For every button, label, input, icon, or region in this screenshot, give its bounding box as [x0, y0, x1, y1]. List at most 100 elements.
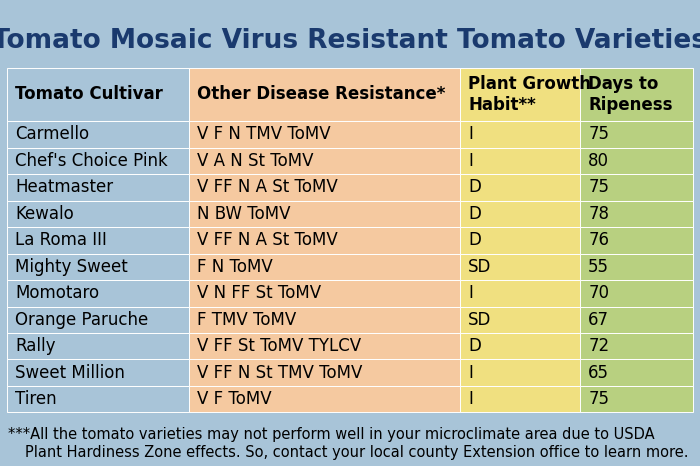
Bar	[460, 307, 580, 333]
Bar	[580, 307, 693, 333]
Bar	[580, 200, 693, 227]
Text: D: D	[468, 231, 481, 249]
Text: I: I	[468, 363, 473, 382]
Text: Carmello: Carmello	[15, 125, 90, 144]
Text: 70: 70	[588, 284, 609, 302]
Bar	[7, 280, 189, 307]
Text: Chef's Choice Pink: Chef's Choice Pink	[15, 152, 168, 170]
Text: Tiren: Tiren	[15, 390, 57, 408]
Bar	[460, 68, 580, 121]
Bar	[460, 359, 580, 386]
Bar	[7, 200, 189, 227]
Bar	[580, 333, 693, 359]
Bar	[580, 254, 693, 280]
Bar	[0, 419, 700, 466]
Text: I: I	[468, 152, 473, 170]
Bar	[189, 333, 460, 359]
Bar	[189, 280, 460, 307]
Bar	[189, 200, 460, 227]
Text: V A N St ToMV: V A N St ToMV	[197, 152, 314, 170]
Text: V F ToMV: V F ToMV	[197, 390, 272, 408]
Bar	[0, 14, 700, 68]
Bar	[7, 174, 189, 200]
Text: 76: 76	[588, 231, 609, 249]
Text: Days to
Ripeness: Days to Ripeness	[588, 75, 673, 114]
Text: SD: SD	[468, 311, 491, 329]
Text: Tomato Cultivar: Tomato Cultivar	[15, 85, 163, 103]
Bar	[460, 174, 580, 200]
Bar	[189, 121, 460, 148]
Text: 75: 75	[588, 178, 609, 196]
Bar	[580, 359, 693, 386]
Bar	[460, 386, 580, 412]
Bar	[460, 121, 580, 148]
Text: D: D	[468, 337, 481, 355]
Bar	[7, 68, 189, 121]
Bar	[580, 148, 693, 174]
Text: V N FF St ToMV: V N FF St ToMV	[197, 284, 321, 302]
Text: V FF N St TMV ToMV: V FF N St TMV ToMV	[197, 363, 363, 382]
Text: 78: 78	[588, 205, 609, 223]
Text: Tomato Mosaic Virus Resistant Tomato Varieties: Tomato Mosaic Virus Resistant Tomato Var…	[0, 28, 700, 54]
Bar	[7, 333, 189, 359]
Text: 80: 80	[588, 152, 609, 170]
Bar	[7, 121, 189, 148]
Bar	[580, 280, 693, 307]
Text: V FF N A St ToMV: V FF N A St ToMV	[197, 178, 338, 196]
Text: Plant Hardiness Zone effects. So, contact your local county Extension office to : Plant Hardiness Zone effects. So, contac…	[25, 445, 688, 460]
Text: Heatmaster: Heatmaster	[15, 178, 113, 196]
Bar	[460, 200, 580, 227]
Bar	[460, 333, 580, 359]
Bar	[189, 174, 460, 200]
Text: Other Disease Resistance*: Other Disease Resistance*	[197, 85, 446, 103]
Bar	[460, 280, 580, 307]
Text: V F N TMV ToMV: V F N TMV ToMV	[197, 125, 331, 144]
Text: V FF N A St ToMV: V FF N A St ToMV	[197, 231, 338, 249]
Text: 55: 55	[588, 258, 609, 276]
Text: 65: 65	[588, 363, 609, 382]
Bar	[580, 174, 693, 200]
Text: D: D	[468, 205, 481, 223]
Bar	[189, 227, 460, 254]
Text: F N ToMV: F N ToMV	[197, 258, 273, 276]
Text: V FF St ToMV TYLCV: V FF St ToMV TYLCV	[197, 337, 361, 355]
Text: ***All the tomato varieties may not perform well in your microclimate area due t: ***All the tomato varieties may not perf…	[8, 427, 655, 442]
Bar	[460, 148, 580, 174]
Text: Mighty Sweet: Mighty Sweet	[15, 258, 128, 276]
Bar	[460, 227, 580, 254]
Bar	[7, 386, 189, 412]
Text: I: I	[468, 390, 473, 408]
Bar	[7, 359, 189, 386]
Text: Plant Growth
Habit**: Plant Growth Habit**	[468, 75, 592, 114]
Bar	[7, 148, 189, 174]
Text: Momotaro: Momotaro	[15, 284, 99, 302]
Text: I: I	[468, 284, 473, 302]
Bar	[460, 254, 580, 280]
Text: N BW ToMV: N BW ToMV	[197, 205, 290, 223]
Bar	[580, 121, 693, 148]
Text: Sweet Million: Sweet Million	[15, 363, 125, 382]
Text: La Roma III: La Roma III	[15, 231, 107, 249]
Bar	[189, 254, 460, 280]
Text: I: I	[468, 125, 473, 144]
Bar	[580, 227, 693, 254]
Text: SD: SD	[468, 258, 491, 276]
Text: F TMV ToMV: F TMV ToMV	[197, 311, 296, 329]
Text: D: D	[468, 178, 481, 196]
Bar	[189, 68, 460, 121]
Text: Orange Paruche: Orange Paruche	[15, 311, 148, 329]
Bar	[189, 359, 460, 386]
Text: 75: 75	[588, 390, 609, 408]
Text: 75: 75	[588, 125, 609, 144]
Bar	[7, 227, 189, 254]
Text: 72: 72	[588, 337, 609, 355]
Bar	[189, 307, 460, 333]
Bar	[7, 254, 189, 280]
Text: 67: 67	[588, 311, 609, 329]
Bar	[189, 386, 460, 412]
Bar	[580, 68, 693, 121]
Bar	[580, 386, 693, 412]
Text: Rally: Rally	[15, 337, 56, 355]
Bar	[189, 148, 460, 174]
Text: Kewalo: Kewalo	[15, 205, 74, 223]
